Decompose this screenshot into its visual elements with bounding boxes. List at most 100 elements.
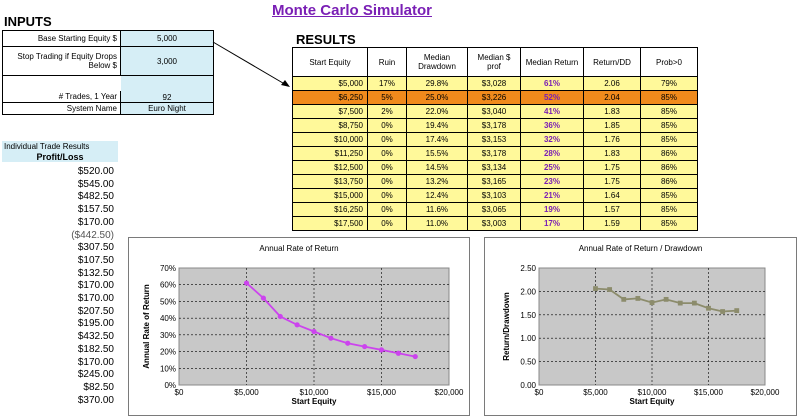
table-cell[interactable]: 86% [640,160,698,175]
table-cell[interactable]: $13,750 [292,174,368,189]
table-cell[interactable]: 11.6% [406,202,468,217]
table-cell[interactable]: $3,028 [467,76,521,91]
table-cell[interactable]: 1.76 [583,132,641,147]
table-cell[interactable]: $3,226 [467,90,521,105]
table-cell[interactable]: 86% [640,174,698,189]
table-row[interactable]: $17,500 0% 11.0% $3,003 17% 1.59 85% [292,216,698,231]
table-cell[interactable]: $3,065 [467,202,521,217]
table-row[interactable]: $11,250 0% 15.5% $3,178 28% 1.83 86% [292,146,698,161]
table-cell[interactable]: $15,000 [292,188,368,203]
stop-equity-field[interactable]: 3,000 [121,47,213,75]
table-cell[interactable]: 12.4% [406,188,468,203]
table-cell[interactable]: 85% [640,216,698,231]
table-row[interactable]: $16,250 0% 11.6% $3,065 19% 1.57 85% [292,202,698,217]
table-cell[interactable]: 41% [520,104,584,119]
base-equity-field[interactable]: 5,000 [121,31,213,46]
table-cell[interactable]: $5,000 [292,76,368,91]
table-row[interactable]: $8,750 0% 19.4% $3,178 36% 1.85 85% [292,118,698,133]
table-row[interactable]: $10,000 0% 17.4% $3,153 32% 1.76 85% [292,132,698,147]
table-cell[interactable]: 2.06 [583,76,641,91]
table-cell[interactable]: 23% [520,174,584,189]
table-row[interactable]: $12,500 0% 14.5% $3,134 25% 1.75 86% [292,160,698,175]
table-cell[interactable]: 85% [640,132,698,147]
y-tick-label: 0.00 [520,381,536,390]
table-row[interactable]: $6,250 5% 25.0% $3,226 52% 2.04 85% [292,90,698,105]
table-cell[interactable]: $11,250 [292,146,368,161]
data-point [362,343,368,350]
table-cell[interactable]: 1.85 [583,118,641,133]
table-cell[interactable]: $3,003 [467,216,521,231]
table-cell[interactable]: $3,178 [467,118,521,133]
table-cell[interactable]: 19% [520,202,584,217]
table-row[interactable]: $13,750 0% 13.2% $3,165 23% 1.75 86% [292,174,698,189]
table-cell[interactable]: $3,040 [467,104,521,119]
table-cell[interactable]: 85% [640,90,698,105]
table-cell[interactable]: 79% [640,76,698,91]
table-cell[interactable]: 13.2% [406,174,468,189]
table-cell[interactable]: 15.5% [406,146,468,161]
table-cell[interactable]: 25% [520,160,584,175]
trade-value: $432.50 [77,331,114,343]
table-cell[interactable]: 85% [640,104,698,119]
table-cell[interactable]: 1.83 [583,104,641,119]
table-cell[interactable]: $7,500 [292,104,368,119]
table-cell[interactable]: $17,500 [292,216,368,231]
column-header: Prob>0 [640,47,698,77]
table-cell[interactable]: 17.4% [406,132,468,147]
table-cell[interactable]: 1.57 [583,202,641,217]
table-cell[interactable]: 2.04 [583,90,641,105]
table-cell[interactable]: $3,165 [467,174,521,189]
table-cell[interactable]: 28% [520,146,584,161]
table-row[interactable]: $7,500 2% 22.0% $3,040 41% 1.83 85% [292,104,698,119]
table-cell[interactable]: $3,153 [467,132,521,147]
table-cell[interactable]: 32% [520,132,584,147]
table-cell[interactable]: 17% [520,216,584,231]
table-cell[interactable]: 11.0% [406,216,468,231]
table-cell[interactable]: 22.0% [406,104,468,119]
table-cell[interactable]: 0% [367,202,407,217]
table-cell[interactable]: 0% [367,146,407,161]
system-name-field[interactable]: Euro Night [121,103,213,114]
table-cell[interactable]: 14.5% [406,160,468,175]
table-cell[interactable]: 21% [520,188,584,203]
table-cell[interactable]: 86% [640,146,698,161]
table-cell[interactable]: 0% [367,132,407,147]
x-tick-label: $10,000 [638,388,667,397]
table-cell[interactable]: 0% [367,188,407,203]
table-cell[interactable]: 25.0% [406,90,468,105]
table-cell[interactable]: 1.59 [583,216,641,231]
table-cell[interactable]: 29.8% [406,76,468,91]
table-cell[interactable]: 0% [367,160,407,175]
table-cell[interactable]: $3,178 [467,146,521,161]
table-row[interactable]: $15,000 0% 12.4% $3,103 21% 1.64 85% [292,188,698,203]
table-cell[interactable]: 2% [367,104,407,119]
table-cell[interactable]: 0% [367,174,407,189]
table-cell[interactable]: 1.75 [583,174,641,189]
trade-value: $182.50 [77,343,114,355]
table-cell[interactable]: 5% [367,90,407,105]
table-cell[interactable]: 85% [640,118,698,133]
table-cell[interactable]: 52% [520,90,584,105]
data-point [677,300,683,306]
table-cell[interactable]: 1.75 [583,160,641,175]
table-cell[interactable]: $8,750 [292,118,368,133]
table-cell[interactable]: 1.64 [583,188,641,203]
trades-field[interactable]: 92 [121,76,213,102]
table-cell[interactable]: $6,250 [292,90,368,105]
table-cell[interactable]: $3,134 [467,160,521,175]
table-cell[interactable]: $10,000 [292,132,368,147]
table-cell[interactable]: 19.4% [406,118,468,133]
trade-value: $170.00 [77,280,114,292]
table-row[interactable]: $5,000 17% 29.8% $3,028 61% 2.06 79% [292,76,698,91]
table-cell[interactable]: 85% [640,202,698,217]
table-cell[interactable]: 0% [367,118,407,133]
table-cell[interactable]: $12,500 [292,160,368,175]
table-cell[interactable]: 85% [640,188,698,203]
table-cell[interactable]: 0% [367,216,407,231]
table-cell[interactable]: 1.83 [583,146,641,161]
table-cell[interactable]: $16,250 [292,202,368,217]
table-cell[interactable]: 61% [520,76,584,91]
table-cell[interactable]: 36% [520,118,584,133]
table-cell[interactable]: $3,103 [467,188,521,203]
table-cell[interactable]: 17% [367,76,407,91]
